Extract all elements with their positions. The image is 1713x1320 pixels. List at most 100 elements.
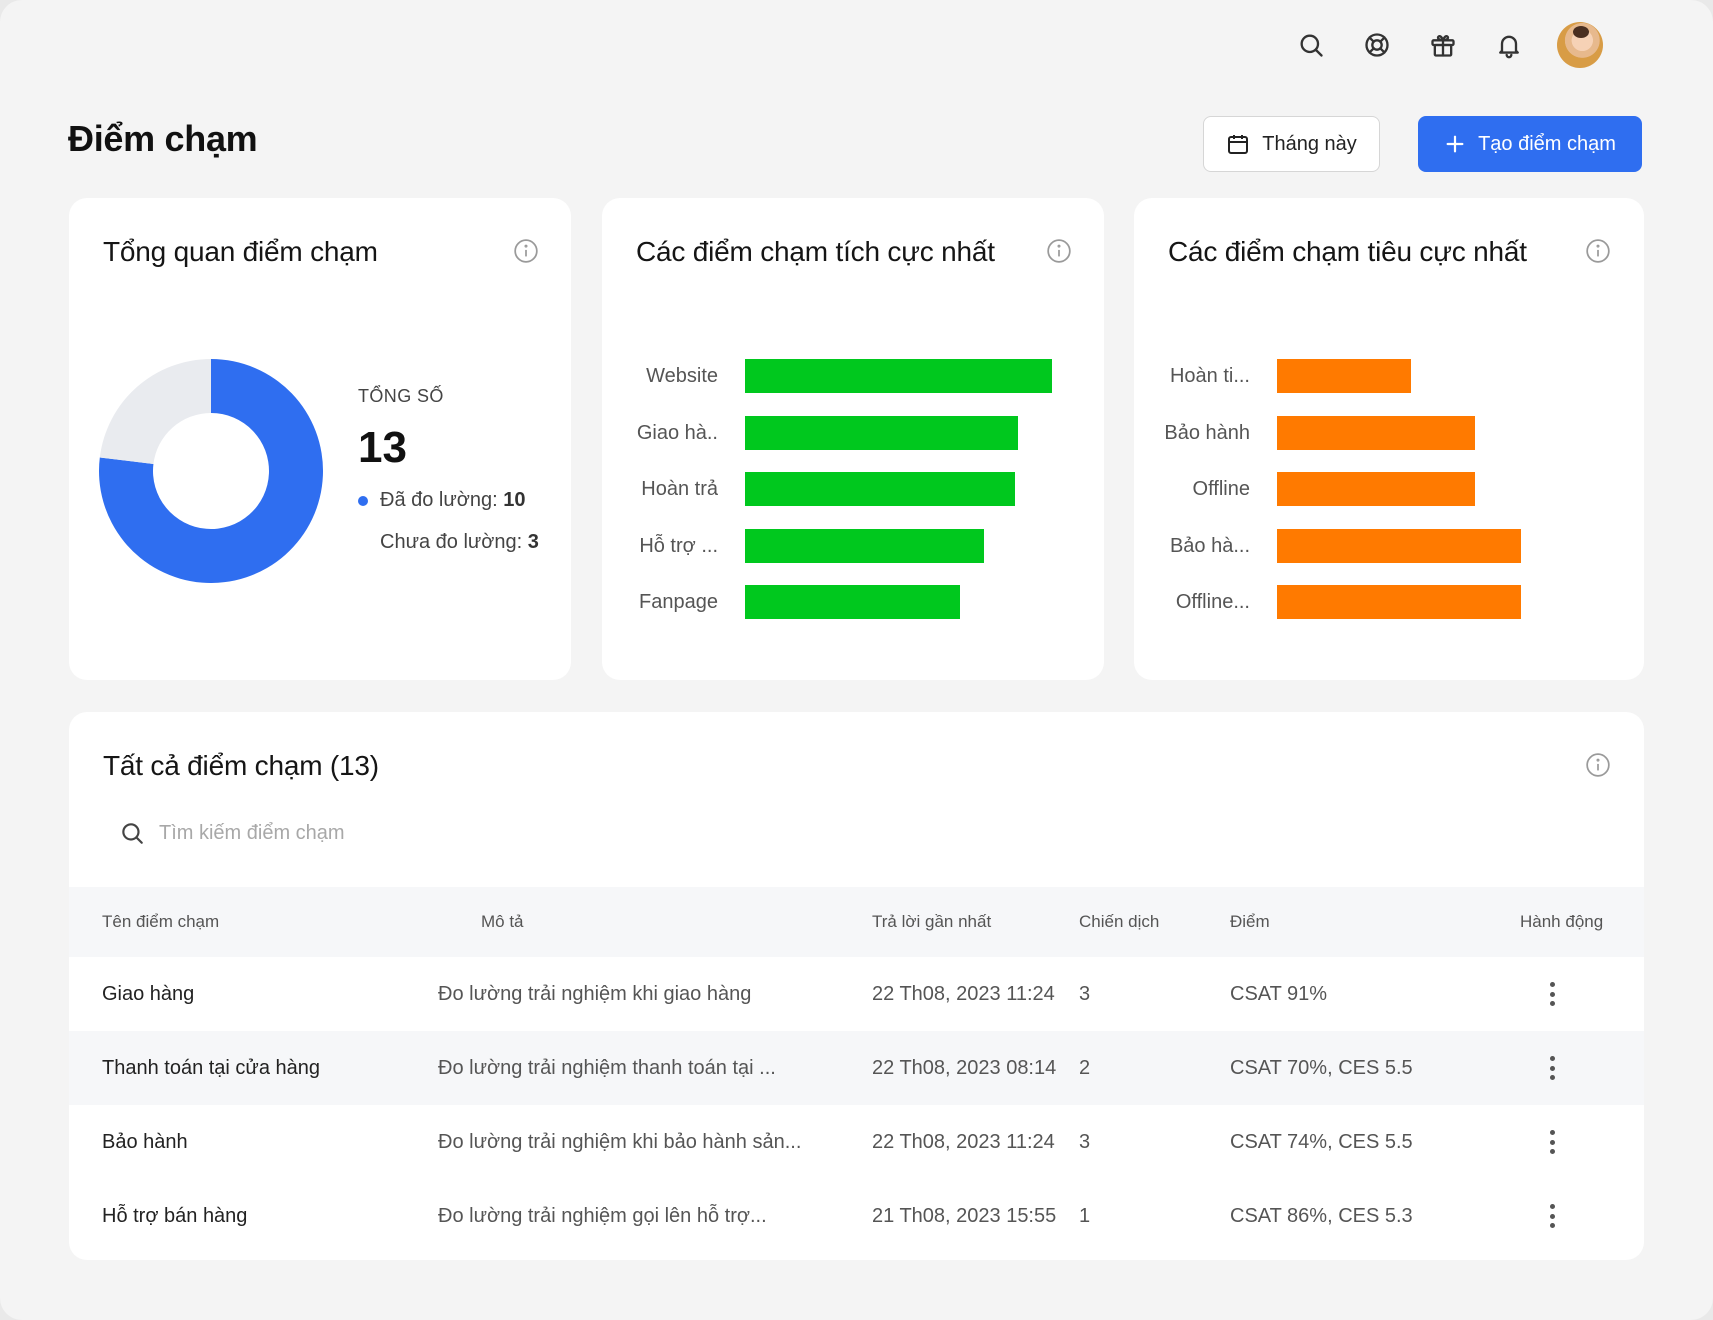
- overview-title: Tổng quan điểm chạm: [103, 236, 378, 267]
- calendar-icon: [1228, 135, 1249, 154]
- positive-bar[interactable]: [745, 585, 960, 619]
- row-name: Hỗ trợ bán hàng: [102, 1205, 248, 1227]
- table-row[interactable]: Bảo hành Đo lường trải nghiệm khi bảo hà…: [69, 1105, 1644, 1179]
- plus-icon: [1446, 135, 1464, 153]
- more-actions-icon[interactable]: [1540, 980, 1564, 1008]
- negative-bar-label: Offline...: [1175, 591, 1250, 613]
- negative-bar-label: Bảo hành: [1164, 421, 1250, 444]
- total-value: 13: [358, 423, 407, 472]
- col-score[interactable]: Điểm: [1230, 912, 1270, 931]
- help-lifebuoy-icon[interactable]: [1359, 27, 1395, 63]
- row-score: CSAT 86%, CES 5.3: [1230, 1205, 1413, 1227]
- positive-bar-row: Fanpage: [602, 585, 1104, 619]
- create-touchpoint-label: Tạo điểm chạm: [1478, 132, 1616, 155]
- row-score: CSAT 91%: [1230, 983, 1328, 1005]
- positive-bar-label: Fanpage: [639, 591, 718, 613]
- overview-card: Tổng quan điểm chạm TỔNG SỐ 13 Đã đo lườ…: [69, 198, 571, 680]
- positive-bar-row: Website: [602, 359, 1104, 393]
- col-campaign[interactable]: Chiến dịch: [1079, 912, 1160, 931]
- negative-bar[interactable]: [1277, 585, 1521, 619]
- info-icon[interactable]: [1585, 752, 1611, 778]
- negative-bar-row: Bảo hành: [1134, 415, 1644, 450]
- positive-bar[interactable]: [745, 359, 1052, 393]
- row-name: Bảo hành: [102, 1131, 188, 1153]
- positive-bar[interactable]: [745, 415, 1019, 450]
- positive-bar-row: Giao hà..: [602, 415, 1104, 450]
- more-actions-icon[interactable]: [1540, 1054, 1564, 1082]
- more-actions-icon[interactable]: [1540, 1128, 1564, 1156]
- row-name: Thanh toán tại cửa hàng: [102, 1057, 320, 1079]
- unmeasured-value: 3: [527, 531, 539, 553]
- positive-bar-row: Hoàn trả: [602, 472, 1104, 506]
- positive-bar-label: Hỗ trợ ...: [639, 534, 718, 557]
- row-score: CSAT 74%, CES 5.5: [1230, 1131, 1413, 1153]
- top-bar: [1293, 22, 1603, 68]
- negative-bar[interactable]: [1277, 359, 1412, 393]
- negative-title: Các điểm chạm tiêu cực nhất: [1168, 236, 1527, 267]
- legend-unmeasured: Chưa đo lường: 3: [380, 531, 539, 554]
- row-description: Đo lường trải nghiệm khi bảo hành sản...: [438, 1131, 802, 1153]
- negative-bar-label: Hoàn ti...: [1169, 365, 1250, 387]
- col-last-response[interactable]: Trả lời gần nhất: [872, 912, 992, 931]
- row-campaign: 3: [1079, 983, 1091, 1005]
- table-header: Tên điểm chạm Mô tả Trả lời gần nhất Chi…: [69, 887, 1644, 957]
- month-filter-label: Tháng này: [1262, 132, 1357, 155]
- negative-bar[interactable]: [1277, 528, 1521, 563]
- col-action: Hành động: [1520, 912, 1604, 931]
- row-campaign: 2: [1079, 1057, 1091, 1079]
- positive-bar-label: Website: [646, 365, 718, 387]
- row-description: Đo lường trải nghiệm gọi lên hỗ trợ...: [438, 1205, 767, 1227]
- negative-touchpoints-card: Các điểm chạm tiêu cực nhất Hoàn ti... Bả…: [1134, 198, 1644, 680]
- table-row[interactable]: Hỗ trợ bán hàng Đo lường trải nghiệm gọi…: [69, 1179, 1644, 1253]
- row-last-response: 22 Th08, 2023 11:24: [872, 1131, 1055, 1153]
- search-icon: [122, 823, 143, 844]
- measured-value: 10: [503, 489, 526, 511]
- negative-bar-row: Offline...: [1134, 585, 1644, 619]
- more-actions-icon[interactable]: [1540, 1202, 1564, 1230]
- positive-bar[interactable]: [745, 528, 985, 563]
- col-name[interactable]: Tên điểm chạm: [102, 912, 220, 931]
- row-name: Giao hàng: [102, 983, 195, 1005]
- all-touchpoints-card: Tất cả điểm chạm (13) Tìm kiếm điểm chạm…: [69, 712, 1644, 1260]
- negative-bar[interactable]: [1277, 415, 1475, 450]
- row-score: CSAT 70%, CES 5.5: [1230, 1057, 1413, 1079]
- overview-donut-chart: [99, 359, 323, 583]
- positive-bar-row: Hỗ trợ ...: [602, 528, 1104, 563]
- search-input[interactable]: Tìm kiếm điểm chạm: [119, 820, 345, 846]
- positive-bar-label: Giao hà..: [636, 421, 718, 444]
- positive-bar[interactable]: [745, 472, 1016, 506]
- table-row[interactable]: Giao hàng Đo lường trải nghiệm khi giao …: [69, 957, 1644, 1031]
- info-icon[interactable]: [1585, 238, 1611, 264]
- info-icon[interactable]: [1046, 238, 1072, 264]
- create-touchpoint-button[interactable]: Tạo điểm chạm: [1418, 116, 1642, 172]
- row-description: Đo lường trải nghiệm thanh toán tại ...: [438, 1057, 776, 1079]
- row-campaign: 1: [1079, 1205, 1091, 1227]
- col-description[interactable]: Mô tả: [481, 912, 524, 931]
- info-icon[interactable]: [513, 238, 539, 264]
- donut-slice-unmeasured: [99, 359, 211, 465]
- avatar[interactable]: [1557, 22, 1603, 68]
- bell-icon[interactable]: [1491, 27, 1527, 63]
- table-title: Tất cả điểm chạm (13): [103, 750, 379, 781]
- legend-measured: Đã đo lường: 10: [358, 489, 525, 512]
- total-label: TỔNG SỐ: [358, 386, 444, 406]
- month-filter-button[interactable]: Tháng này: [1203, 116, 1380, 172]
- measured-label: Đã đo lường:: [380, 489, 504, 511]
- unmeasured-label: Chưa đo lường:: [380, 531, 528, 553]
- negative-bar-label: Offline: [1192, 478, 1250, 500]
- search-icon[interactable]: [1293, 27, 1329, 63]
- gift-icon[interactable]: [1425, 27, 1461, 63]
- negative-bar-label: Bảo hà...: [1169, 534, 1250, 557]
- row-campaign: 3: [1079, 1131, 1091, 1153]
- positive-touchpoints-card: Các điểm chạm tích cực nhất Website Giao …: [602, 198, 1104, 680]
- legend-dot: [358, 495, 368, 506]
- row-last-response: 22 Th08, 2023 08:14: [872, 1057, 1057, 1079]
- search-placeholder: Tìm kiếm điểm chạm: [159, 821, 345, 844]
- negative-bar[interactable]: [1277, 472, 1475, 506]
- row-description: Đo lường trải nghiệm khi giao hàng: [438, 983, 752, 1005]
- negative-bar-row: Bảo hà...: [1134, 528, 1644, 563]
- row-last-response: 21 Th08, 2023 15:55: [872, 1205, 1057, 1227]
- table-row[interactable]: Thanh toán tại cửa hàng Đo lường trải ng…: [69, 1031, 1644, 1105]
- positive-title: Các điểm chạm tích cực nhất: [636, 236, 995, 267]
- positive-bar-label: Hoàn trả: [641, 478, 718, 500]
